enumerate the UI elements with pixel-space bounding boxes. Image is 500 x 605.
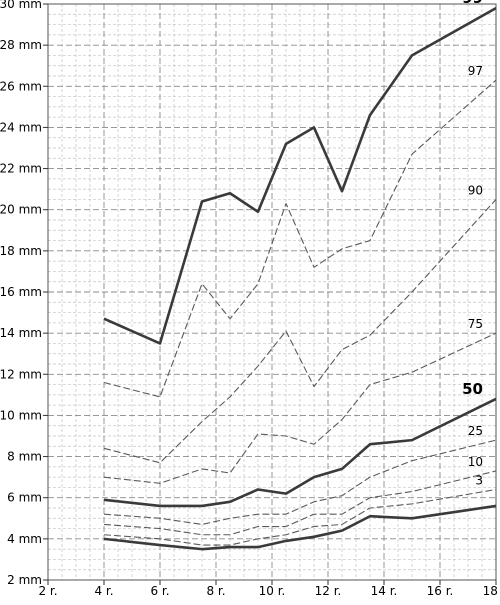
y-tick-label: 30 mm — [0, 0, 42, 11]
series-line-lowest — [103, 504, 497, 551]
major-grid — [47, 3, 497, 581]
y-tick-label: 16 mm — [0, 285, 42, 299]
series-line-3 — [103, 488, 497, 546]
y-axis: 2 mm 4 mm 6 mm 8 mm 10 mm 12 mm 14 mm 16 mm 18 m… — [0, 0, 48, 587]
y-tick-label: 20 mm — [0, 203, 42, 217]
series-label-90: 90 — [468, 183, 483, 197]
series-lines — [103, 6, 497, 551]
y-tick-label: 22 mm — [0, 162, 42, 176]
x-tick-label: 10 r. — [259, 584, 286, 598]
y-tick-label: 6 mm — [7, 491, 42, 505]
y-tick-label: 8 mm — [7, 450, 42, 464]
x-tick-label: 12 r. — [315, 584, 342, 598]
y-tick-label: 24 mm — [0, 120, 42, 134]
x-tick-label: 2 r. — [38, 584, 57, 598]
series-label-10: 10 — [468, 455, 483, 469]
series-line-99 — [103, 6, 497, 345]
series-label-75: 75 — [468, 317, 483, 331]
y-tick-label: 14 mm — [0, 326, 42, 340]
series-line-97 — [103, 79, 497, 398]
series-label-50: 50 — [462, 380, 483, 398]
y-tick-label: 28 mm — [0, 38, 42, 52]
y-tick-label: 12 mm — [0, 367, 42, 381]
y-tick-label: 10 mm — [0, 408, 42, 422]
y-tick-label: 18 mm — [0, 244, 42, 258]
y-tick-label: 2 mm — [7, 573, 42, 587]
x-tick-label: 6 r. — [150, 584, 169, 598]
y-tick-label: 4 mm — [7, 532, 42, 546]
series-label-99: 99 — [462, 0, 483, 7]
x-tick-label: 8 r. — [206, 584, 225, 598]
x-tick-label: 18 r. — [483, 584, 500, 598]
series-labels: 99 97 90 75 50 25 10 3 — [462, 0, 483, 487]
series-label-97: 97 — [468, 64, 483, 78]
x-tick-label: 14 r. — [371, 584, 398, 598]
x-axis: 2 r. 4 r. 6 r. 8 r. 10 r. 12 r. 14 r. 16 r. 18 r… — [38, 580, 500, 598]
series-line-25 — [103, 439, 497, 526]
series-label-25: 25 — [468, 424, 483, 438]
y-tick-label: 26 mm — [0, 79, 42, 93]
series-label-3: 3 — [475, 473, 483, 487]
x-tick-label: 16 r. — [427, 584, 454, 598]
series-line-90 — [103, 199, 497, 464]
series-line-75 — [103, 332, 497, 484]
series-line-50 — [103, 397, 497, 508]
series-line-10 — [103, 470, 497, 536]
x-tick-label: 4 r. — [94, 584, 113, 598]
